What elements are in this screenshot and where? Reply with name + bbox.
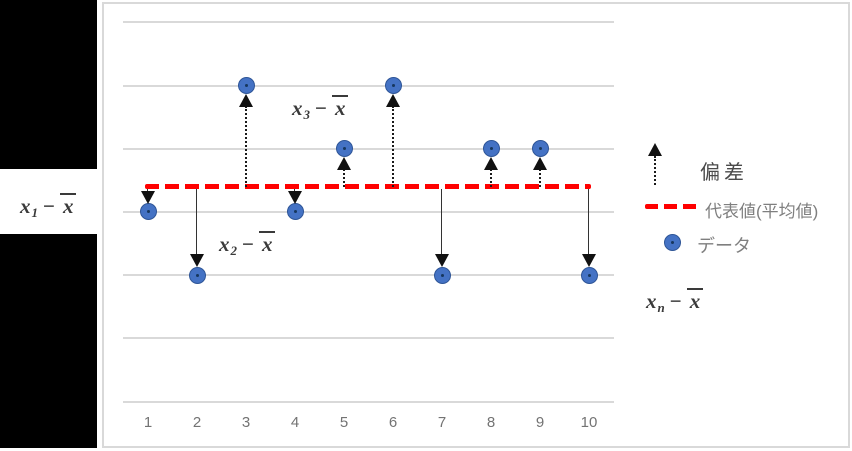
gridline-y0 — [123, 400, 614, 403]
data-point-2 — [188, 266, 206, 284]
deviation-arrow-line-7 — [441, 188, 442, 256]
gridline-y3 — [123, 210, 614, 213]
deviation-arrow-head-7 — [435, 254, 449, 268]
mean-line — [145, 184, 591, 190]
math-var: x — [20, 194, 31, 218]
deviation-arrow-line-5 — [343, 168, 345, 187]
data-point-8 — [482, 140, 500, 158]
math-subscript: 2 — [230, 243, 238, 258]
deviation-arrow-head-10 — [582, 254, 596, 268]
chart-frame — [102, 2, 850, 448]
deviation-arrow-head-2 — [190, 254, 204, 268]
deviation-arrow-line-9 — [539, 168, 541, 187]
x-tick-label-4: 4 — [290, 414, 300, 431]
deviation-arrow-line-8 — [490, 168, 492, 187]
gridline-y6 — [123, 21, 614, 24]
math-var: x — [219, 232, 230, 256]
deviation-arrow-line-1 — [147, 188, 148, 192]
data-point-7 — [433, 266, 451, 284]
math-operator: − — [669, 289, 682, 313]
up-arrow-icon — [648, 143, 662, 156]
math-operator: − — [43, 194, 55, 218]
x-tick-label-3: 3 — [241, 414, 251, 431]
math-subscript: 1 — [31, 205, 39, 220]
x-tick-label-9: 9 — [535, 414, 545, 431]
deviation-arrow-line-6 — [392, 105, 394, 187]
deviation-arrow-line-10 — [588, 188, 589, 256]
data-point-5 — [335, 140, 353, 158]
deviation-arrow-head-4 — [288, 190, 302, 204]
dotted-line-icon — [654, 156, 656, 185]
deviation-arrow-head-5 — [337, 156, 351, 170]
deviation-arrow-head-8 — [484, 156, 498, 170]
math-operator: − — [242, 232, 254, 256]
redaction-box-top-left — [0, 0, 97, 169]
data-point-10 — [580, 266, 598, 284]
x-tick-label-10: 10 — [580, 414, 598, 431]
deviation-arrow-line-3 — [245, 105, 247, 187]
legend-label-deviation: 偏差 — [700, 162, 748, 184]
deviation-arrow-line-4 — [294, 188, 295, 192]
math-operator: − — [315, 96, 327, 120]
deviation-arrow-head-6 — [386, 93, 400, 107]
data-point-6 — [384, 77, 402, 94]
math-var: x — [292, 96, 303, 120]
math-mean-var: x — [331, 95, 349, 119]
data-point-9 — [531, 140, 549, 158]
deviation-arrow-head-9 — [533, 156, 547, 170]
gridline-y1 — [123, 337, 614, 340]
data-point-3 — [237, 77, 255, 94]
deviation-arrow-head-1 — [141, 190, 155, 204]
data-point-1 — [139, 203, 157, 221]
data-point-4 — [286, 203, 304, 221]
legend-label-mean: 代表値(平均値) — [705, 202, 819, 221]
legend-deviation-arrow-icon — [648, 143, 662, 186]
math-mean-var: x — [59, 193, 77, 217]
deviation-arrow-head-3 — [239, 93, 253, 107]
redaction-box-bottom-left — [0, 234, 97, 448]
x-tick-label-2: 2 — [192, 414, 202, 431]
legend-label-data: データ — [697, 236, 751, 256]
gridline-y2 — [123, 274, 614, 277]
math-subscript: n — [657, 300, 665, 315]
math-subscript: 3 — [303, 107, 311, 122]
gridline-y4 — [123, 147, 614, 150]
x-tick-label-1: 1 — [143, 414, 153, 431]
x-tick-label-5: 5 — [339, 414, 349, 431]
x-tick-label-8: 8 — [486, 414, 496, 431]
math-mean-var: x — [258, 231, 276, 255]
legend-data-point-icon — [664, 234, 681, 251]
math-mean-var: x — [686, 288, 704, 312]
x-tick-label-7: 7 — [437, 414, 447, 431]
deviation-arrow-line-2 — [196, 188, 197, 256]
gridline-y5 — [123, 84, 614, 87]
legend-mean-line-icon — [645, 204, 702, 209]
math-var: x — [646, 289, 657, 313]
x-tick-label-6: 6 — [388, 414, 398, 431]
